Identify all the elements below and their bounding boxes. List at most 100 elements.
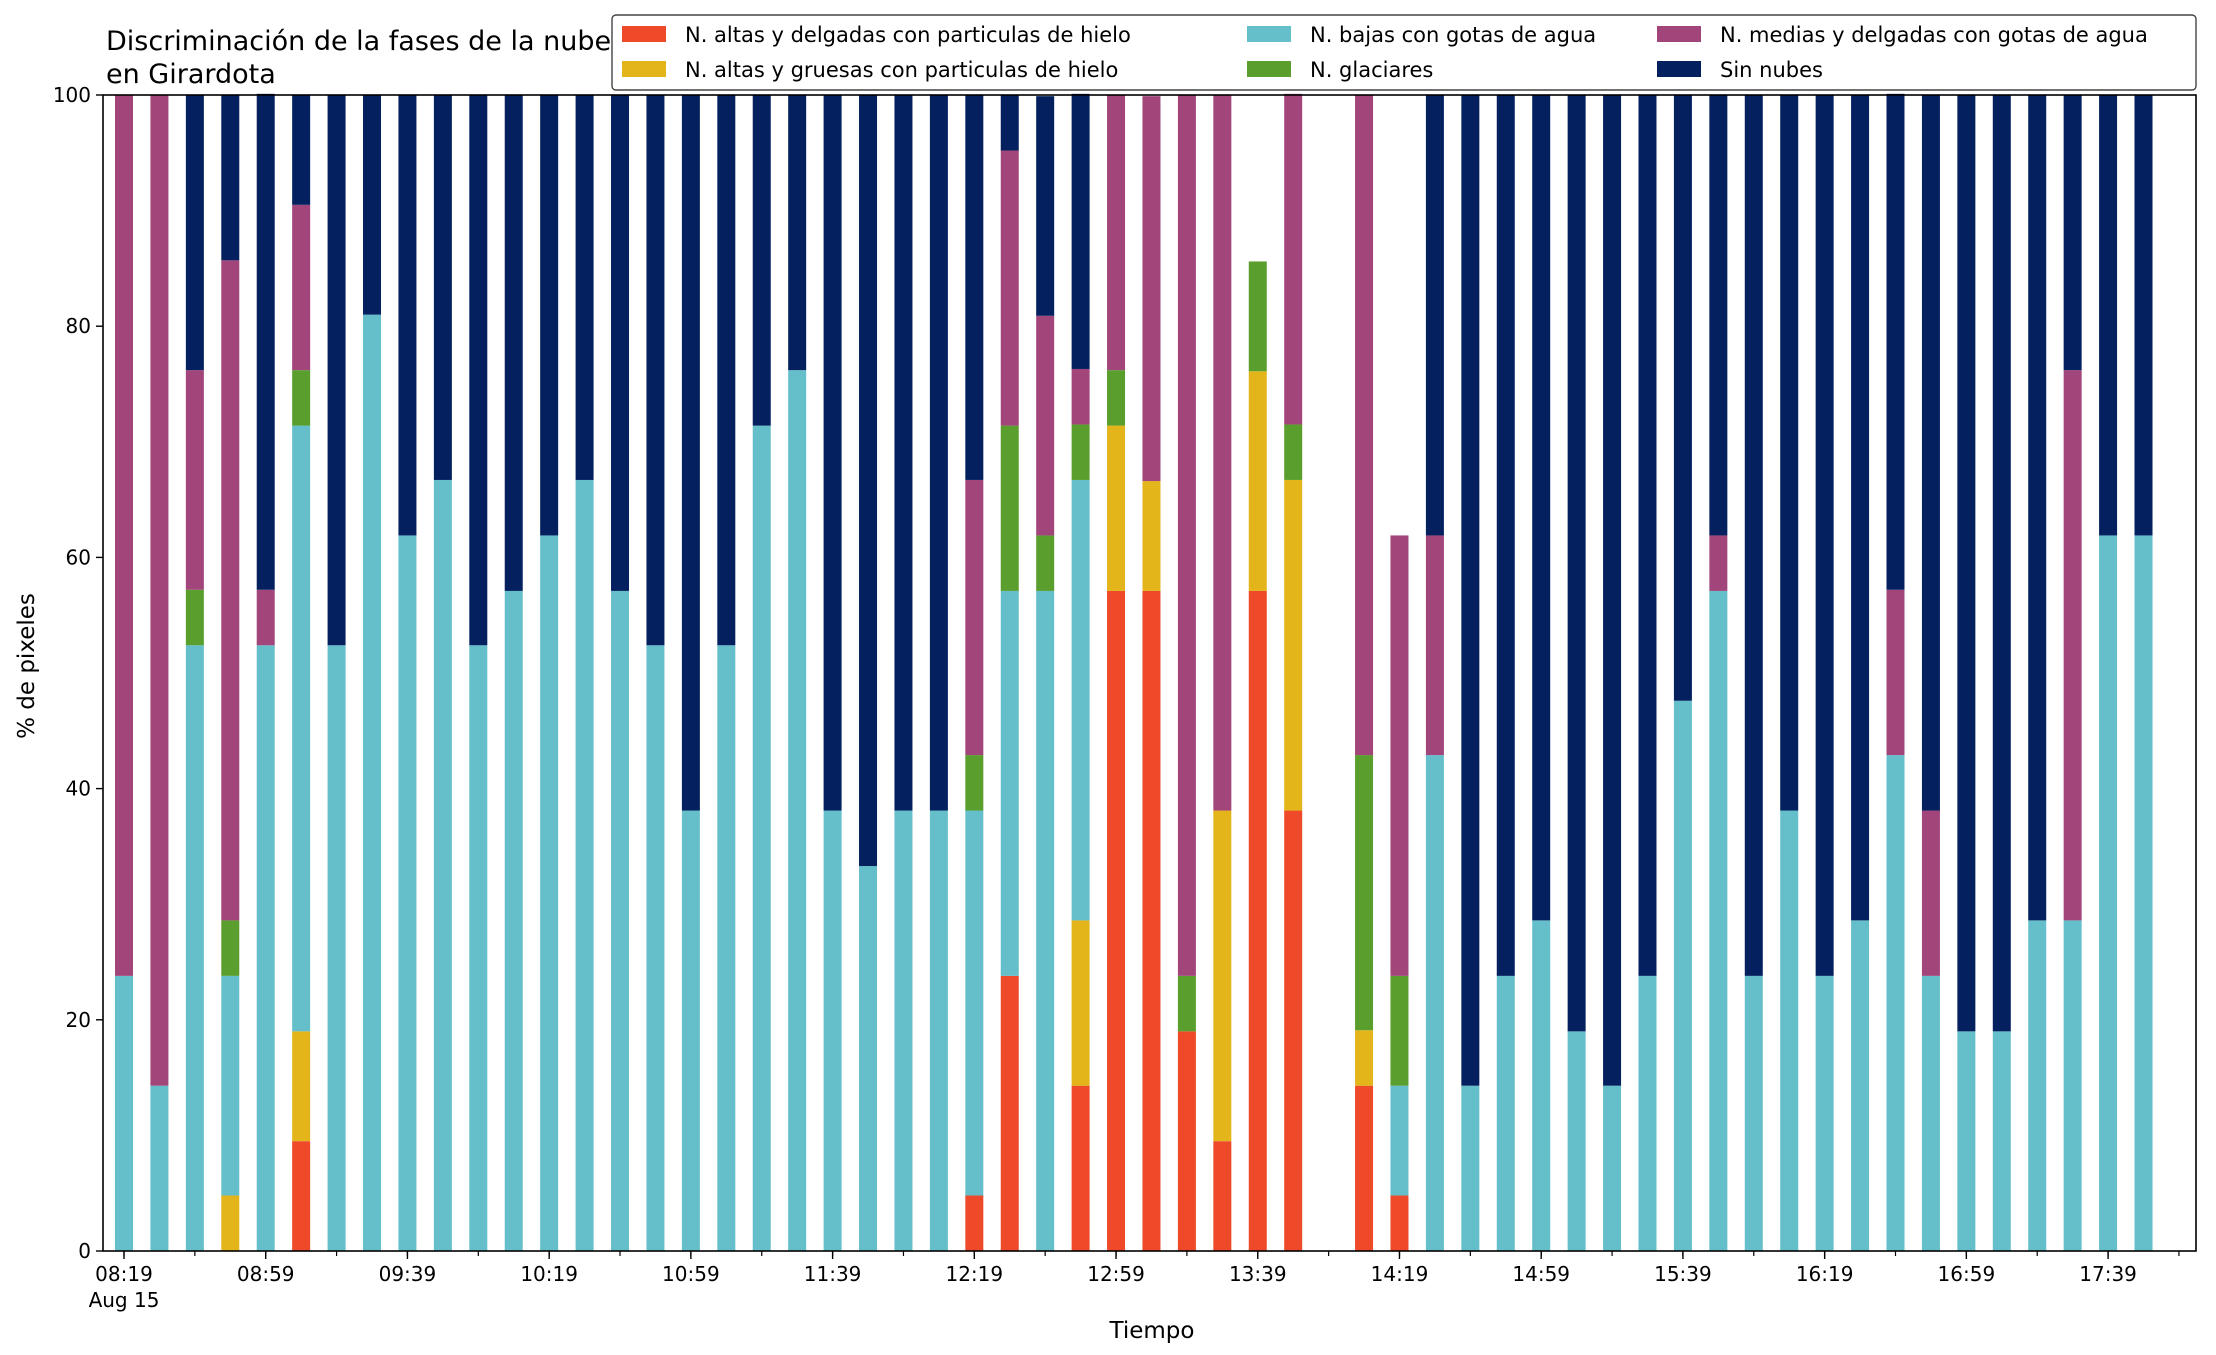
- bar-segment: [256, 645, 275, 1251]
- legend-swatch: [1657, 26, 1701, 42]
- bar-segment: [965, 479, 984, 756]
- legend-swatch: [1247, 61, 1291, 77]
- bar-segment: [1142, 590, 1161, 1251]
- bar-segment: [115, 95, 133, 976]
- bar-segment: [1603, 95, 1622, 1086]
- legend-label: N. medias y delgadas con gotas de agua: [1720, 23, 2148, 47]
- y-tick-label: 40: [66, 777, 91, 801]
- x-tick-label: 14:19: [1371, 1262, 1429, 1286]
- bar-segment: [1603, 1085, 1622, 1251]
- y-tick-label: 60: [66, 545, 91, 569]
- legend: N. altas y delgadas con particulas de hi…: [611, 14, 2197, 91]
- bar-segment: [2063, 95, 2082, 371]
- bar-segment: [1142, 481, 1161, 591]
- bar-segment: [717, 95, 736, 646]
- bar-segment: [221, 920, 240, 976]
- x-tick-label: 17:39: [2079, 1262, 2137, 1286]
- bar-segment: [1532, 95, 1551, 921]
- bar-segment: [1036, 590, 1055, 1251]
- x-tick-label: 09:39: [379, 1262, 437, 1286]
- bar-segment: [2028, 95, 2047, 921]
- bar-segment: [717, 645, 736, 1251]
- bar-segment: [1886, 93, 1905, 590]
- bar-segment: [611, 590, 630, 1251]
- bar-segment: [1673, 700, 1692, 1251]
- bar-segment: [1957, 1031, 1976, 1251]
- legend-box: [611, 14, 2197, 91]
- bar-segment: [1851, 920, 1870, 1251]
- bar-segment: [1142, 96, 1161, 482]
- x-tick-label: 08:59: [237, 1262, 295, 1286]
- y-tick-label: 20: [66, 1008, 91, 1032]
- bar-segment: [1567, 95, 1586, 1032]
- bar-segment: [1000, 425, 1019, 591]
- bar-segment: [292, 1141, 311, 1251]
- bar-segment: [1921, 975, 1940, 1251]
- y-tick-label: 100: [53, 83, 91, 107]
- legend-label: N. glaciares: [1310, 58, 1433, 82]
- bar-segment: [1390, 1085, 1409, 1196]
- bar-segment: [1000, 150, 1019, 426]
- bar-segment: [1992, 95, 2011, 1032]
- bar-segment: [292, 204, 311, 371]
- bar-segment: [1425, 95, 1444, 536]
- bar-segment: [575, 95, 594, 480]
- bar-segment: [1213, 95, 1232, 811]
- bar-segment: [788, 370, 807, 1251]
- bar-segment: [469, 95, 488, 646]
- bar-segment: [1107, 370, 1126, 426]
- bar-segment: [292, 1031, 311, 1142]
- bar-segment: [221, 1195, 240, 1251]
- bar-segment: [1355, 1030, 1374, 1086]
- legend-swatch: [1247, 26, 1291, 42]
- bar-segment: [1780, 810, 1799, 1251]
- bar-segment: [1355, 1085, 1374, 1251]
- bar-segment: [1744, 95, 1763, 976]
- bar-segment: [292, 425, 311, 1032]
- axes-group: 0 20 40 60 80 100 08:19 08:59 09:39 10:19 10:59 11:…: [53, 83, 2197, 1312]
- bar-segment: [1000, 590, 1019, 976]
- bar-segment: [1992, 1031, 2011, 1251]
- bar-segment: [1284, 810, 1303, 1251]
- bar-segment: [1921, 95, 1940, 811]
- bar-segment: [1071, 920, 1090, 1086]
- bar-segment: [1000, 95, 1019, 151]
- x-axis-label: Tiempo: [1109, 1318, 1195, 1344]
- legend-label: N. bajas con gotas de agua: [1310, 23, 1596, 47]
- bar-segment: [646, 95, 665, 646]
- x-tick-label: 16:19: [1796, 1262, 1854, 1286]
- bar-segment: [292, 370, 311, 426]
- bar-segment: [1107, 425, 1126, 591]
- bar-segment: [221, 975, 240, 1196]
- bar-segment: [1177, 95, 1196, 976]
- bar-segment: [1036, 315, 1055, 536]
- bar-segment: [575, 479, 594, 1251]
- bar-segment: [540, 535, 559, 1251]
- bar-segment: [929, 810, 948, 1251]
- y-tick-label: 80: [66, 314, 91, 338]
- bar-segment: [965, 95, 984, 480]
- bar-segment: [929, 95, 948, 811]
- bar-segment: [1815, 95, 1834, 976]
- bar-segment: [1036, 535, 1055, 591]
- bar-segment: [1107, 95, 1126, 371]
- bar-segment: [1284, 424, 1303, 480]
- bars-group: [115, 93, 2153, 1251]
- bar-segment: [1000, 975, 1019, 1251]
- bar-segment: [2028, 920, 2047, 1251]
- x-tick-label: 11:39: [804, 1262, 862, 1286]
- bar-segment: [2099, 535, 2118, 1251]
- bar-segment: [1390, 1195, 1409, 1251]
- x-tick-label: 13:39: [1229, 1262, 1287, 1286]
- x-tick-label: 12:59: [1087, 1262, 1145, 1286]
- bar-segment: [1461, 95, 1480, 1086]
- bar-segment: [1496, 975, 1515, 1251]
- bar-segment: [1071, 479, 1090, 921]
- bar-segment: [1851, 95, 1870, 921]
- bar-segment: [1390, 535, 1409, 976]
- bar-segment: [965, 755, 984, 811]
- bar-segment: [1284, 479, 1303, 811]
- bar-segment: [823, 810, 842, 1251]
- bar-segment: [433, 479, 452, 1251]
- bar-segment: [363, 314, 382, 1251]
